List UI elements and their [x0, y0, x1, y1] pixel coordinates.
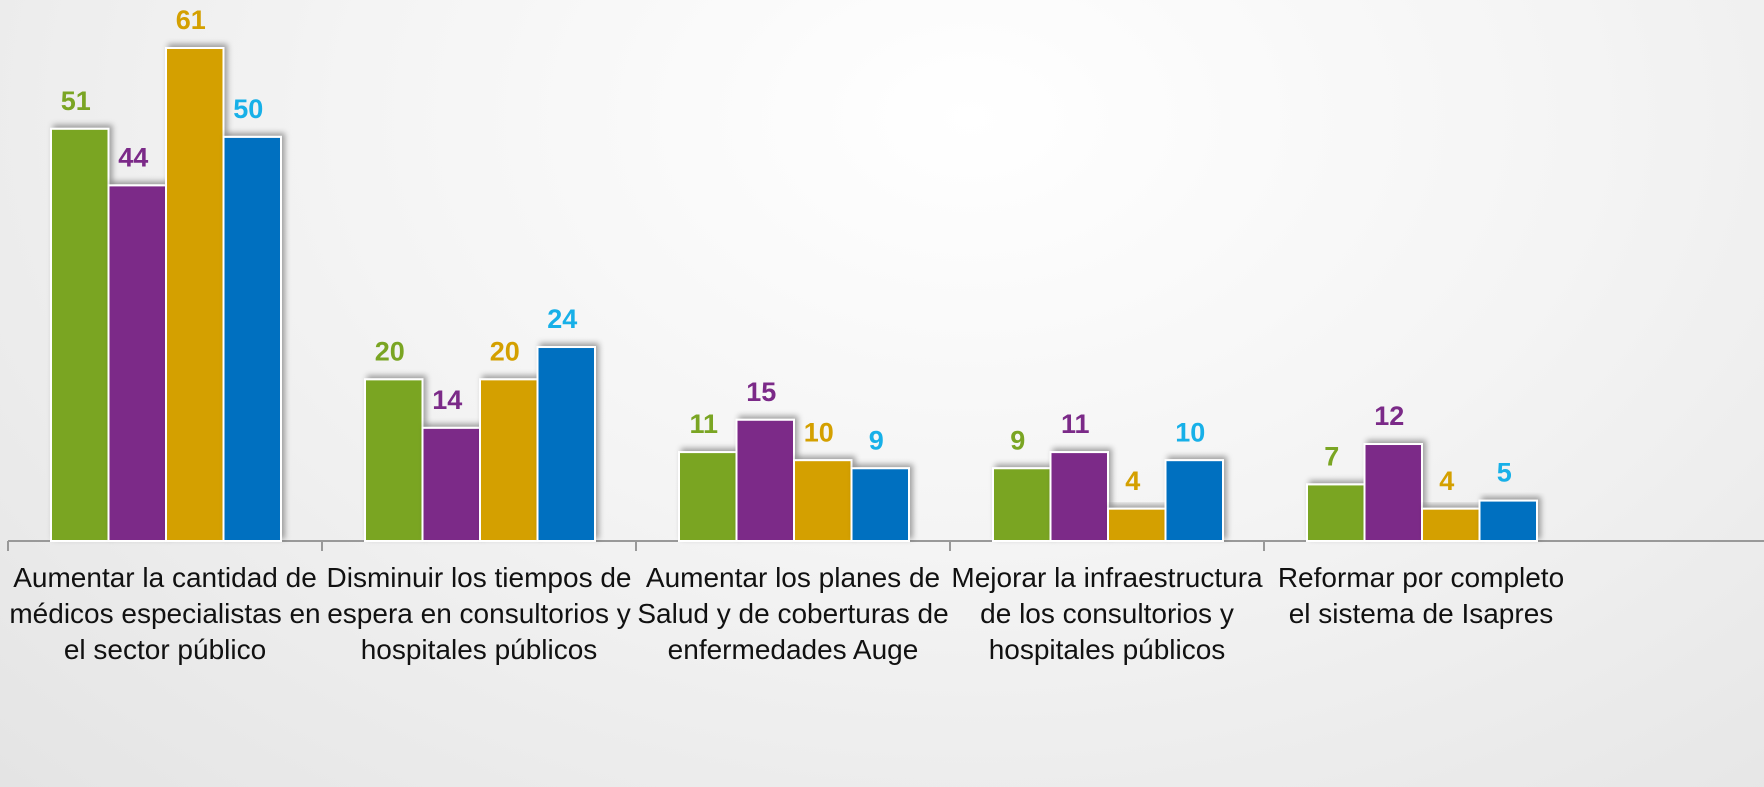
bar [1306, 483, 1366, 543]
x-tick-label: Disminuir los tiempos de espera en consu… [326, 562, 632, 665]
bar [678, 451, 738, 542]
value-label: 9 [1010, 425, 1025, 455]
bar [1049, 451, 1109, 542]
value-label: 10 [1175, 417, 1205, 447]
value-label: 4 [1439, 466, 1454, 496]
bar [165, 47, 225, 542]
bar [1421, 507, 1481, 542]
value-label: 51 [61, 86, 91, 116]
value-label: 20 [375, 336, 405, 366]
bar [364, 378, 424, 542]
value-label: 15 [746, 377, 776, 407]
bar [107, 184, 167, 543]
bar [1107, 507, 1167, 542]
bar [50, 127, 110, 542]
bar [421, 426, 481, 542]
value-label: 20 [490, 336, 520, 366]
value-label: 14 [432, 385, 462, 415]
value-label: 9 [869, 425, 884, 455]
bar [536, 346, 596, 542]
x-tick-label: Aumentar los planes de Salud y de cobert… [637, 562, 949, 665]
value-label: 50 [233, 94, 263, 124]
bar [793, 459, 853, 542]
bar [1478, 499, 1538, 542]
bar [222, 135, 282, 542]
x-tick-label: Reformar por completo el sistema de Isap… [1277, 562, 1565, 629]
bar [1363, 443, 1423, 542]
x-tick-label: Mejorar la infraestructura de los consul… [951, 562, 1263, 665]
value-label: 4 [1125, 466, 1140, 496]
bar [735, 418, 795, 542]
x-tick-label: Aumentar la cantidad de médicos especial… [9, 562, 321, 665]
value-label: 12 [1374, 401, 1404, 431]
value-label: 11 [1061, 409, 1090, 439]
value-label: 7 [1324, 442, 1339, 472]
value-label: 10 [804, 417, 834, 447]
bar [992, 467, 1052, 542]
bar [850, 467, 910, 542]
value-label: 61 [176, 5, 206, 35]
value-label: 44 [118, 143, 148, 173]
value-label: 24 [547, 304, 577, 334]
value-label: 11 [689, 409, 718, 439]
value-label: 5 [1497, 458, 1512, 488]
bar [479, 378, 539, 542]
bar [1164, 459, 1224, 542]
